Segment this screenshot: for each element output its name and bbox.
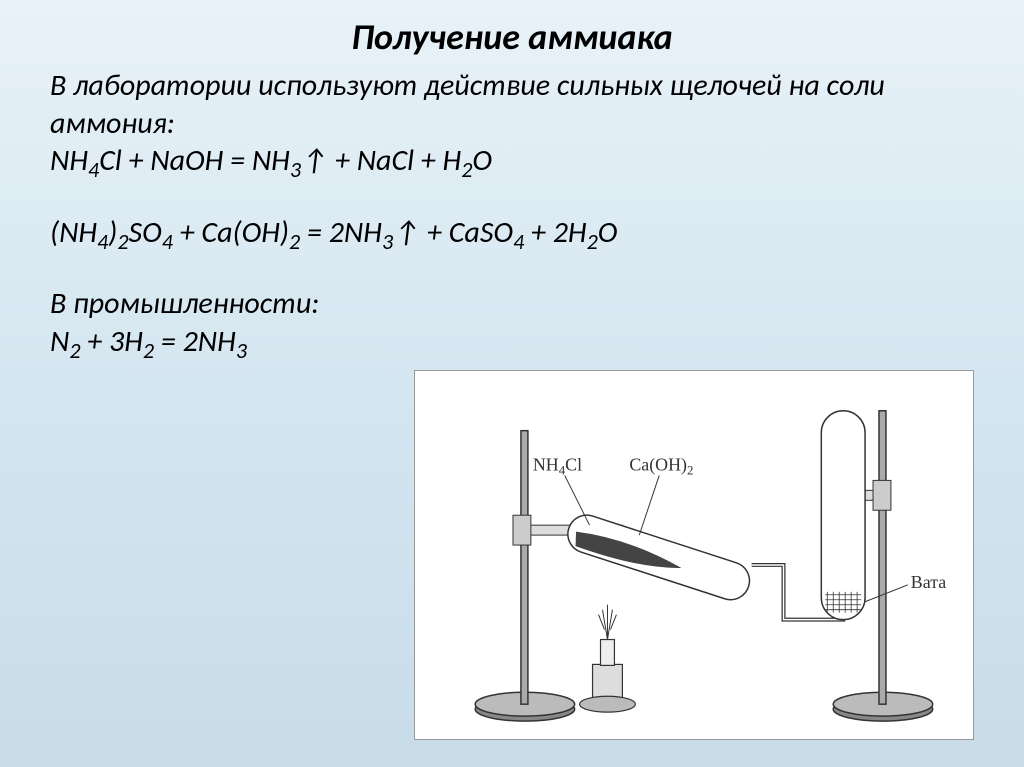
spacer (50, 255, 974, 285)
label-nh4cl: NH4Cl (533, 454, 582, 477)
industry-label: В промышленности: (50, 285, 974, 323)
equation-1: NH4Cl + NaOH = NH3↑ + NaCl + H2O (50, 142, 974, 184)
slide-title: Получение аммиака (50, 15, 974, 59)
intro-text: В лаборатории используют действие сильны… (50, 67, 974, 142)
apparatus-diagram: NH4Cl Ca(OH)2 Вата (414, 370, 974, 740)
label-vata: Вата (911, 572, 946, 592)
spacer (50, 184, 974, 214)
label-caoh2: Ca(OH)2 (629, 454, 693, 477)
equation-3: N2 + 3H2 = 2NH3 (50, 323, 974, 365)
equation-2: (NH4)2SO4 + Ca(OH)2 = 2NH3↑ + CaSO4 + 2H… (50, 214, 974, 256)
